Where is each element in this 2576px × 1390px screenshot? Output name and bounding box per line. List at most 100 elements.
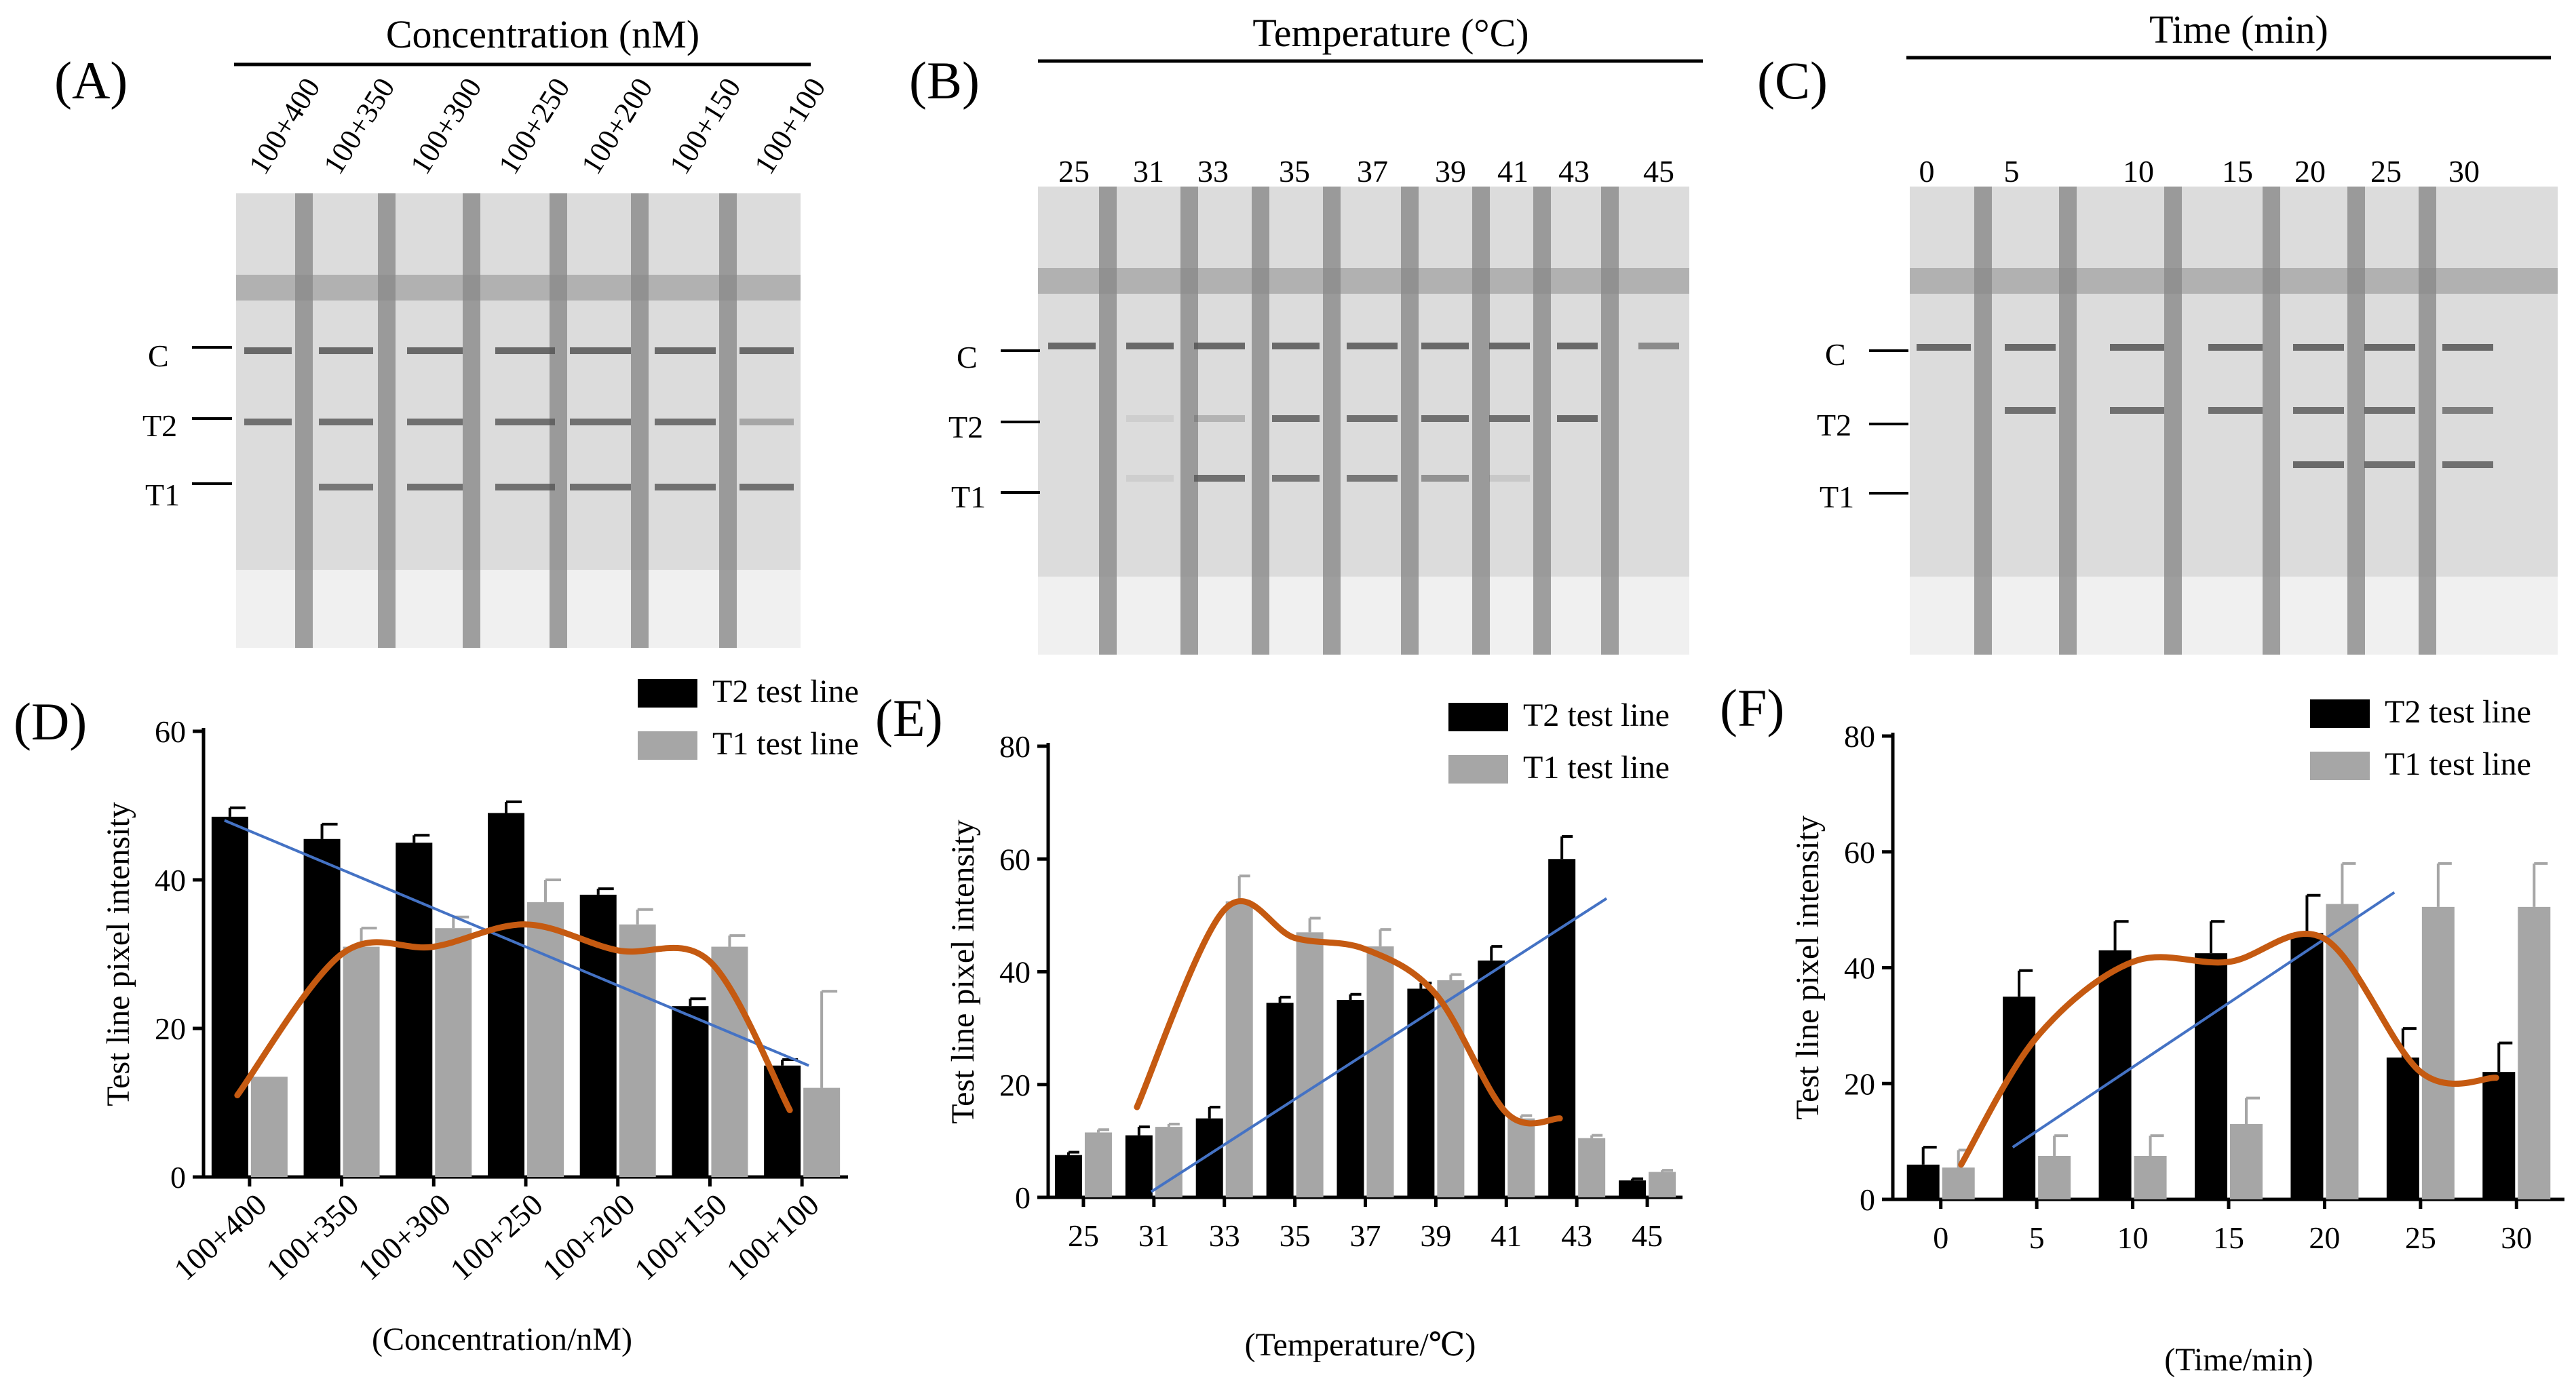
panel-b-strips: (B) Temperature (°C) 25 31 33 35 37 39 4…	[909, 11, 1703, 655]
strip-band	[570, 419, 631, 425]
strip-divider	[1180, 187, 1198, 655]
x-axis-label: (Concentration/nM)	[372, 1321, 632, 1357]
strip-band	[1347, 475, 1398, 482]
t2-bar	[2195, 953, 2227, 1199]
t2-bar	[1054, 1155, 1082, 1197]
legend-label: T1 test line	[1523, 750, 1670, 786]
strip-band	[2110, 344, 2164, 351]
strip-absorbent-edge	[1910, 268, 2558, 294]
linear-trend-line	[224, 819, 809, 1067]
t1-bar	[619, 924, 656, 1177]
t1-bar	[343, 946, 380, 1177]
t2-bar	[2290, 933, 2324, 1199]
legend-label: T2 test line	[2385, 694, 2531, 730]
strip-band	[1421, 415, 1469, 422]
strip-band	[1048, 343, 1096, 349]
strip-divider	[719, 193, 737, 648]
panel-a-line-labels: C T2 T1	[142, 339, 180, 512]
t2-bar	[1125, 1135, 1153, 1197]
panel-a-lane-labels: 100+400 100+350 100+300 100+250 100+200 …	[242, 72, 832, 180]
legend-swatch-t1	[2310, 752, 2370, 780]
strip-divider	[2347, 187, 2365, 655]
strip-band	[2005, 407, 2056, 414]
panel-b-label: (B)	[909, 51, 980, 110]
strip-divider	[1099, 187, 1117, 655]
y-tick-label: 20	[1844, 1066, 1875, 1101]
strip-t2-label: T2	[1817, 408, 1851, 442]
y-tick-label: 60	[1844, 835, 1875, 870]
t1-bar	[803, 1087, 841, 1177]
strip-band	[1347, 343, 1398, 349]
t1-bar	[1084, 1132, 1112, 1197]
x-tick-label: 35	[1280, 1218, 1311, 1253]
strip-band	[1347, 415, 1398, 422]
panel-c-header: Time (min)	[2149, 7, 2328, 52]
y-tick-label: 60	[155, 714, 186, 749]
strip-absorbent-edge	[1038, 268, 1689, 294]
t2-bar	[579, 894, 617, 1177]
strip-band	[655, 347, 716, 354]
panel-a-lane-label: 100+150	[663, 72, 748, 180]
strip-c-label: C	[957, 340, 978, 374]
x-tick-label: 25	[1068, 1218, 1099, 1253]
t1-bar	[2038, 1155, 2071, 1199]
panel-c-lane-label: 5	[2004, 154, 2020, 189]
strip-sample-pad	[1038, 577, 1689, 655]
t1-bar	[435, 928, 472, 1177]
strip-band	[1489, 415, 1530, 422]
t1-bar	[1366, 946, 1394, 1197]
panel-b-lane-label: 35	[1279, 154, 1310, 189]
y-tick-label: 0	[170, 1160, 186, 1195]
legend-swatch-t1	[1448, 755, 1508, 784]
x-tick-label: 100+250	[444, 1187, 550, 1288]
legend-label: T2 test line	[1523, 697, 1670, 733]
x-tick-label: 100+100	[720, 1187, 826, 1288]
panel-a-lane-label: 100+300	[404, 72, 488, 180]
strip-band	[1557, 343, 1598, 349]
strip-sample-pad	[1910, 577, 2558, 655]
y-tick-label: 80	[999, 729, 1031, 764]
legend-swatch-t1	[638, 731, 697, 760]
panel-b-line-labels: C T2 T1	[948, 340, 986, 514]
x-tick-label: 33	[1209, 1218, 1240, 1253]
strip-t1-label: T1	[951, 480, 986, 514]
strip-divider	[2059, 187, 2077, 655]
t1-bar	[527, 902, 564, 1177]
strip-absorbent-edge	[236, 275, 801, 301]
panel-b-lane-label: 39	[1435, 154, 1466, 189]
strip-c-label: C	[1825, 337, 1846, 372]
t2-bar	[1195, 1118, 1223, 1197]
smoothed-trend-curve	[1134, 897, 1563, 1127]
t1-bar	[2518, 906, 2551, 1199]
t1-bar	[1942, 1167, 1975, 1199]
y-tick-label: 40	[999, 955, 1031, 990]
strip-band	[2293, 344, 2344, 351]
panel-a-strips: (A) Concentration (nM) 100+400 100+350 1…	[54, 12, 832, 648]
strip-divider	[1401, 187, 1419, 655]
t1-bar	[711, 946, 748, 1177]
panel-c-strips: (C) Time (min) 0 5 10 15 20 25 30 C T2 T…	[1757, 7, 2558, 655]
x-tick-label: 100+150	[628, 1187, 733, 1288]
strip-band	[244, 347, 292, 354]
strip-band	[1194, 475, 1245, 482]
y-axis-label: Test line pixel intensity	[945, 819, 981, 1124]
x-tick-label: 5	[2029, 1220, 2045, 1255]
strip-band	[495, 484, 555, 490]
t1-bar	[1649, 1172, 1676, 1197]
y-tick-label: 60	[999, 842, 1031, 876]
t2-bar	[764, 1065, 801, 1177]
t1-bar	[2230, 1124, 2263, 1199]
strip-band	[1421, 343, 1469, 349]
t1-bar	[1507, 1118, 1535, 1197]
strip-band	[1421, 475, 1469, 482]
y-tick-label: 0	[1860, 1182, 1875, 1217]
strip-band	[2110, 407, 2164, 414]
x-tick-label: 100+350	[259, 1187, 365, 1288]
x-tick-label: 30	[2501, 1220, 2532, 1255]
t1-bar	[1225, 901, 1253, 1197]
panel-c-lane-labels: 0 5 10 15 20 25 30	[1919, 154, 2480, 189]
t2-bar	[1407, 988, 1435, 1197]
panel-b-lane-label: 33	[1197, 154, 1229, 189]
strip-band	[2364, 344, 2415, 351]
